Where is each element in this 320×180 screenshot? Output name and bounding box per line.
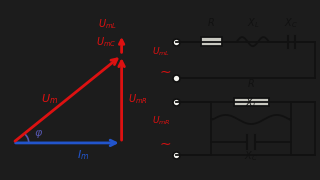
Bar [201, 37, 222, 46]
Text: $X_C$: $X_C$ [244, 149, 258, 163]
Text: $I_m$: $I_m$ [77, 148, 90, 162]
Text: $R$: $R$ [247, 77, 255, 89]
Text: $X_C$: $X_C$ [284, 17, 298, 30]
Text: $U_{mL}$: $U_{mL}$ [98, 17, 117, 31]
Text: $U_m$: $U_m$ [41, 92, 59, 106]
Text: $X_L$: $X_L$ [247, 17, 259, 30]
Text: $\varphi$: $\varphi$ [34, 128, 43, 140]
Text: $U_{mC}$: $U_{mC}$ [96, 35, 117, 49]
Text: $U_{mR}$: $U_{mR}$ [152, 115, 171, 127]
Text: $X_L$: $X_L$ [245, 96, 257, 110]
Bar [234, 98, 269, 106]
Text: $U_{mL}$: $U_{mL}$ [152, 46, 170, 58]
Text: $U_{mR}$: $U_{mR}$ [128, 92, 148, 106]
Text: $\sim$: $\sim$ [157, 64, 172, 78]
Text: $\sim$: $\sim$ [157, 136, 172, 150]
Text: $R$: $R$ [207, 17, 215, 28]
